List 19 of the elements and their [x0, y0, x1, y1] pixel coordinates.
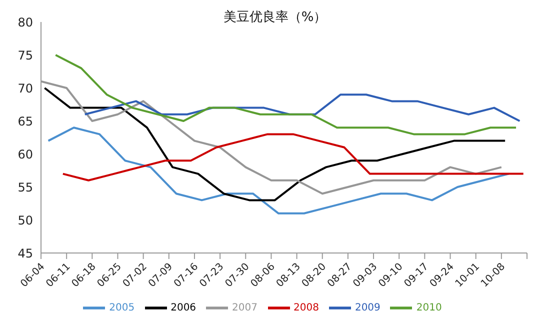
legend-label: 2009	[354, 302, 380, 314]
line-series	[54, 54, 518, 136]
legend-label: 2005	[109, 302, 135, 314]
y-tick-label: 80	[18, 15, 33, 30]
y-tick-label: 75	[18, 48, 33, 62]
legend-label: 2008	[294, 302, 319, 314]
y-tick-label: 50	[18, 213, 33, 228]
legend-label: 2010	[416, 302, 442, 314]
line-series	[84, 94, 521, 122]
y-tick-label: 45	[18, 246, 33, 260]
line-series	[62, 133, 524, 182]
line-series	[47, 126, 510, 214]
chart-title: 美豆优良率（%）	[223, 10, 327, 25]
y-tick-label: 55	[18, 180, 33, 194]
y-tick-label: 60	[18, 147, 33, 162]
y-tick-label: 70	[18, 81, 33, 96]
legend-label: 2006	[170, 302, 196, 314]
y-tick-label: 65	[18, 114, 33, 128]
legend-label: 2007	[232, 302, 258, 314]
